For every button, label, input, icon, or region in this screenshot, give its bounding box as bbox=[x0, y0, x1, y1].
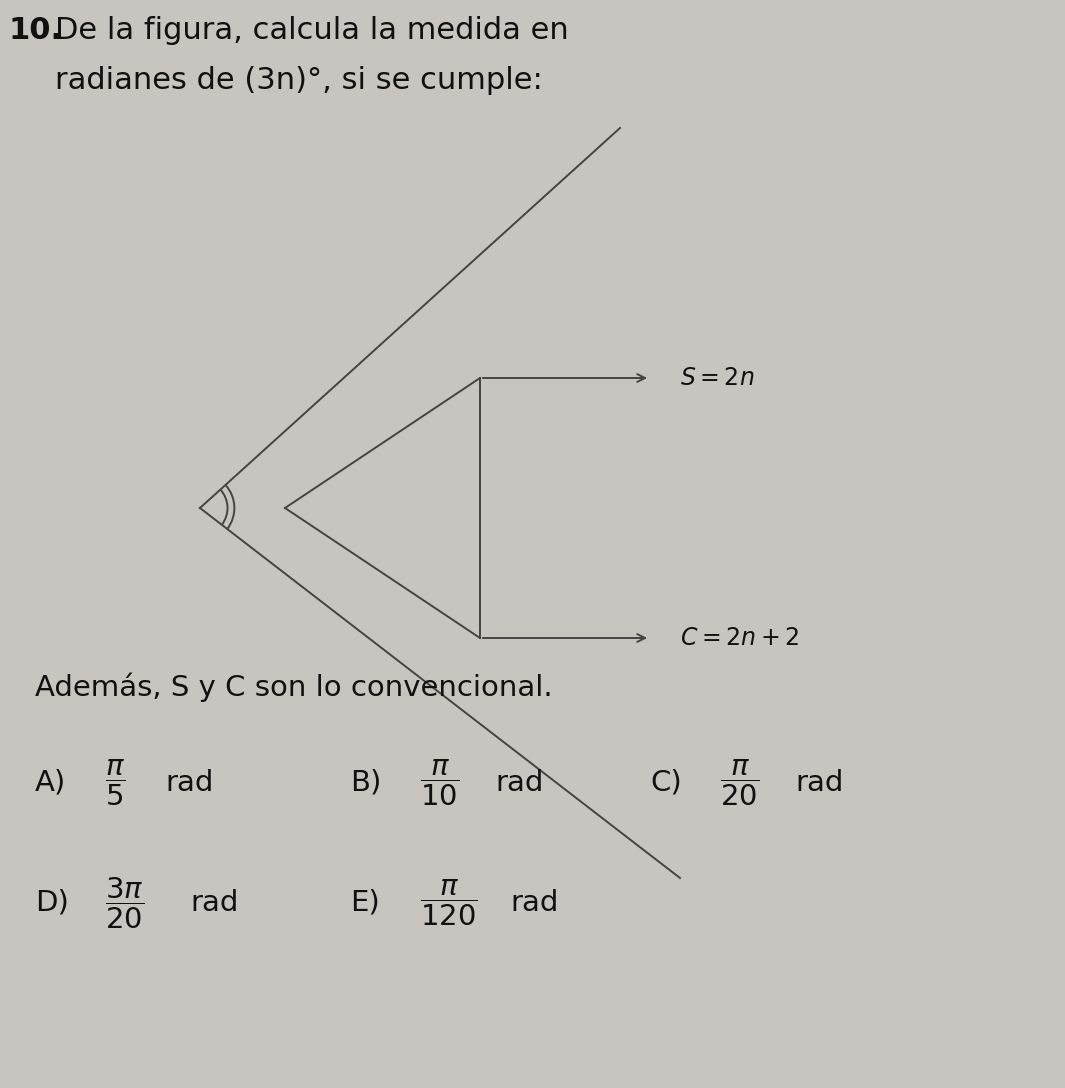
Text: $\dfrac{\pi}{5}$: $\dfrac{\pi}{5}$ bbox=[105, 758, 126, 808]
Text: D): D) bbox=[35, 889, 69, 917]
Text: De la figura, calcula la medida en: De la figura, calcula la medida en bbox=[55, 16, 569, 45]
Text: rad: rad bbox=[495, 769, 543, 798]
Text: E): E) bbox=[350, 889, 380, 917]
Text: rad: rad bbox=[510, 889, 558, 917]
Text: rad: rad bbox=[165, 769, 213, 798]
Text: $C = 2n + 2$: $C = 2n + 2$ bbox=[679, 626, 799, 650]
Text: rad: rad bbox=[794, 769, 843, 798]
Text: $\dfrac{3\pi}{20}$: $\dfrac{3\pi}{20}$ bbox=[105, 876, 144, 930]
Text: Además, S y C son lo convencional.: Además, S y C son lo convencional. bbox=[35, 673, 553, 703]
Text: $\dfrac{\pi}{10}$: $\dfrac{\pi}{10}$ bbox=[420, 758, 459, 808]
Text: C): C) bbox=[650, 769, 682, 798]
Text: $\dfrac{\pi}{20}$: $\dfrac{\pi}{20}$ bbox=[720, 758, 759, 808]
Text: A): A) bbox=[35, 769, 66, 798]
Text: 10.: 10. bbox=[9, 16, 62, 45]
Text: B): B) bbox=[350, 769, 381, 798]
Text: $S = 2n$: $S = 2n$ bbox=[679, 366, 754, 390]
Text: $\dfrac{\pi}{120}$: $\dfrac{\pi}{120}$ bbox=[420, 878, 477, 928]
Text: rad: rad bbox=[190, 889, 239, 917]
Text: radianes de (3n)°, si se cumple:: radianes de (3n)°, si se cumple: bbox=[55, 66, 543, 95]
